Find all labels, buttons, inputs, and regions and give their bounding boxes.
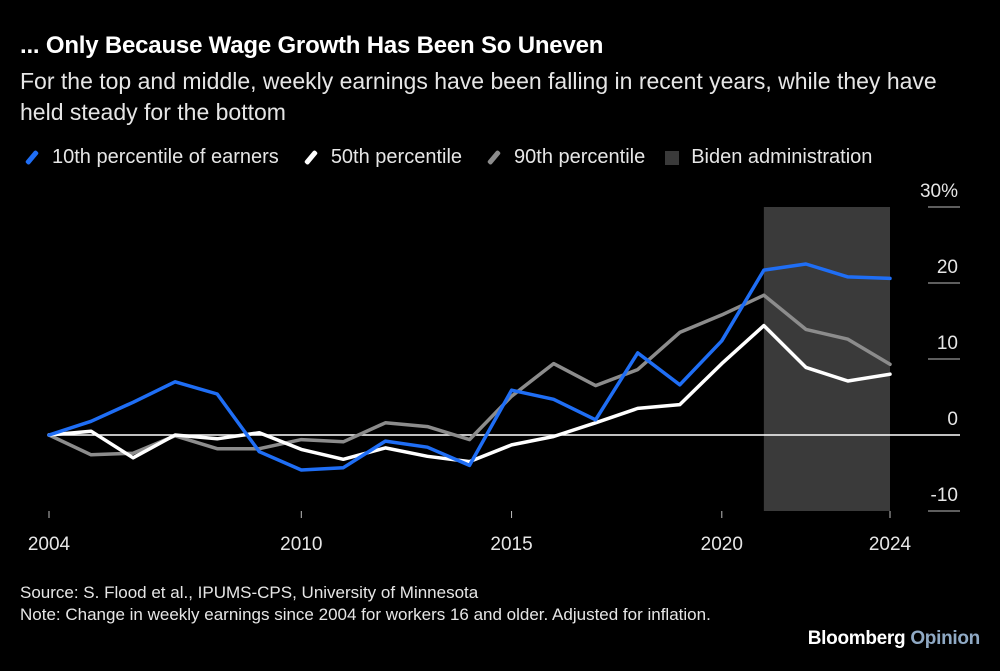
legend-label-10th: 10th percentile of earners: [52, 146, 279, 168]
legend-swatch-biden: [665, 150, 680, 165]
y-tick-label: -10: [931, 485, 958, 506]
legend-item-90th: 90th percentile: [482, 146, 645, 169]
x-tick-label: 2010: [280, 534, 322, 555]
legend-item-50th: 50th percentile: [299, 146, 462, 169]
brand-suffix: Opinion: [910, 628, 980, 649]
y-tick-label: 20: [937, 257, 958, 278]
legend-label-90th: 90th percentile: [514, 146, 646, 168]
legend-swatch-10th: [24, 149, 40, 166]
legend-item-10th: 10th percentile of earners: [20, 146, 279, 169]
source-note: Source: S. Flood et al., IPUMS-CPS, Univ…: [20, 583, 479, 602]
footer: Source: S. Flood et al., IPUMS-CPS, Univ…: [20, 582, 810, 626]
chart-subtitle: For the top and middle, weekly earnings …: [20, 68, 937, 125]
x-tick-label: 2004: [28, 534, 71, 555]
x-tick-label: 2015: [490, 534, 532, 555]
legend-label-50th: 50th percentile: [330, 146, 463, 168]
series-line-50th: [47, 323, 892, 464]
legend-swatch-90th: [486, 149, 502, 166]
x-tick-label: 2020: [701, 534, 743, 555]
y-tick-label: 30%: [920, 181, 958, 202]
brand-name: Bloomberg: [807, 628, 906, 649]
footnote: Note: Change in weekly earnings since 20…: [20, 605, 711, 624]
chart-title: ... Only Because Wage Growth Has Been So…: [20, 32, 604, 59]
biden-shaded-region: [763, 207, 890, 511]
legend-item-biden: Biden administration: [665, 146, 872, 169]
y-tick-label: 0: [947, 409, 958, 430]
y-tick-label: 10: [937, 333, 958, 354]
series-line-10th: [47, 262, 892, 472]
series-line-90th: [47, 293, 892, 457]
brand-logo: Bloomberg Opinion: [807, 628, 981, 650]
legend-swatch-50th: [303, 149, 318, 166]
x-tick-label: 2024: [869, 534, 912, 555]
legend: 10th percentile of earners 50th percenti…: [20, 146, 892, 169]
legend-label-biden: Biden administration: [691, 146, 873, 168]
